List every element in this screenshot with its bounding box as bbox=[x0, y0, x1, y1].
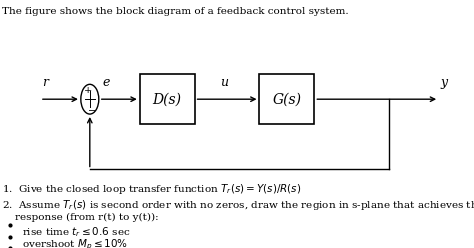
Bar bbox=[259, 74, 314, 124]
Text: u: u bbox=[220, 76, 228, 89]
Text: G(s): G(s) bbox=[273, 92, 301, 106]
Text: rise time $t_r \leq 0.6$ sec: rise time $t_r \leq 0.6$ sec bbox=[22, 225, 131, 239]
Text: D(s): D(s) bbox=[153, 92, 182, 106]
Text: −: − bbox=[88, 107, 96, 116]
Text: r: r bbox=[42, 76, 48, 89]
Text: overshoot $M_p \leq 10\%$: overshoot $M_p \leq 10\%$ bbox=[22, 237, 128, 248]
Text: 1.  Give the closed loop transfer function $T_r(s) = Y(s)/R(s)$: 1. Give the closed loop transfer functio… bbox=[2, 182, 302, 196]
Text: 2.  Assume $T_r(s)$ is second order with no zeros, draw the region in s-plane th: 2. Assume $T_r(s)$ is second order with … bbox=[2, 198, 474, 212]
Bar bbox=[140, 74, 195, 124]
Text: +: + bbox=[84, 86, 92, 94]
Text: response (from r(t) to y(t)):: response (from r(t) to y(t)): bbox=[2, 213, 159, 221]
Text: The figure shows the block diagram of a feedback control system.: The figure shows the block diagram of a … bbox=[2, 7, 349, 16]
Text: y: y bbox=[440, 76, 448, 89]
Text: e: e bbox=[103, 76, 110, 89]
